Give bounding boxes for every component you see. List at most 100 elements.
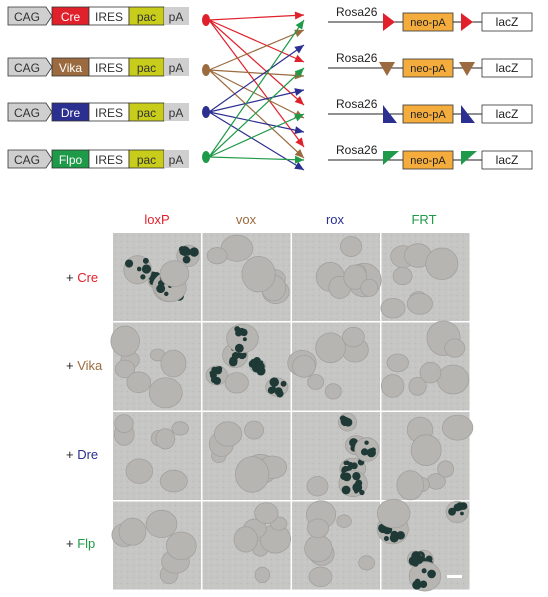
neo-pa-label: neo-pA (410, 109, 446, 121)
lacz-stain (228, 358, 238, 367)
lacz-stain (350, 462, 358, 470)
cross-arrow-line (208, 19, 305, 106)
recombinase-label: Vika (59, 61, 82, 75)
neo-pa-box (402, 12, 454, 32)
micrograph-panel (292, 233, 382, 321)
lacz-stain (182, 255, 191, 264)
colony (110, 325, 140, 357)
micrograph-panel (376, 498, 470, 592)
lacz-stain (142, 257, 149, 264)
cross-arrow-line (208, 69, 305, 119)
reporter-0: Rosa26 neo-pA lacZ (328, 5, 533, 32)
cross-arrow-head (294, 148, 304, 158)
lacz-stain (427, 569, 436, 579)
cross-arrow-line (208, 69, 305, 159)
micrograph-panel (380, 320, 470, 411)
lacz-stain (343, 460, 348, 466)
lacz-label: lacZ (496, 107, 519, 121)
colony (343, 264, 368, 290)
cross-arrow-head (294, 155, 304, 164)
lacz-stain (235, 329, 243, 337)
micrograph-panel (110, 322, 201, 411)
column-label-frt: FRT (411, 212, 436, 227)
pa-box (164, 150, 189, 168)
lacz-stain (460, 511, 464, 516)
colony (213, 421, 243, 447)
pac-label: pac (137, 61, 156, 75)
lacz-stain (211, 366, 218, 373)
reporter-3: Rosa26 neo-pA lacZ (328, 143, 533, 170)
site-triangle-left (383, 105, 397, 123)
colony (126, 371, 152, 394)
construct-2: CAG Dre IRES pac pA (7, 102, 189, 122)
micrograph-panel (202, 501, 292, 590)
lacz-stain (339, 415, 347, 422)
colony (437, 460, 455, 478)
colony (306, 476, 329, 497)
colony (380, 298, 406, 319)
lacz-stain (213, 376, 221, 385)
cross-arrow-line (208, 156, 305, 161)
reporter-2: Rosa26 neo-pA lacZ (328, 97, 533, 124)
cross-arrow-head (294, 96, 304, 105)
recombinase-label: Dre (61, 106, 81, 120)
column-label-rox: rox (326, 212, 345, 227)
column-label-loxp: loxP (144, 212, 169, 227)
cag-label: CAG (14, 153, 40, 167)
colony (235, 456, 270, 493)
site-triangle-left (379, 62, 395, 76)
cross-arrow-line (208, 29, 305, 71)
cross-arrow-head (295, 137, 304, 147)
micrograph-panel (113, 412, 201, 500)
colony (308, 566, 333, 587)
lacz-stain (137, 267, 142, 272)
cross-arrow-head (294, 161, 304, 170)
lacz-stain (164, 291, 169, 297)
colony (125, 458, 154, 484)
micrograph-panel (202, 322, 291, 411)
cag-promoter-arrow (7, 102, 53, 122)
lacz-stain (178, 246, 186, 253)
cag-label: CAG (14, 10, 40, 24)
lacz-stain (248, 360, 257, 368)
cross-arrow-head (294, 88, 304, 96)
colony (358, 555, 375, 571)
pa-box (164, 7, 189, 25)
ires-label: IRES (95, 106, 123, 120)
neo-pa-label: neo-pA (410, 63, 446, 75)
colony (292, 354, 316, 378)
site-triangle-left (383, 13, 395, 31)
lacz-stain (414, 578, 421, 585)
colony (425, 247, 459, 280)
recombinase-node (202, 106, 210, 118)
colony (380, 374, 405, 398)
micrograph-panel (292, 500, 380, 590)
recombinase-label: Flpo (59, 153, 83, 167)
lacz-stain (189, 247, 199, 257)
cross-arrow-line (208, 19, 305, 148)
lacz-stain (276, 390, 284, 398)
construct-3: CAG Flpo IRES pac pA (7, 149, 189, 169)
site-triangle-right (461, 105, 475, 123)
lacz-stain (414, 555, 424, 565)
cross-arrow-line (208, 19, 305, 63)
site-triangle-left (383, 151, 399, 165)
lacz-stain (359, 489, 365, 496)
colony (437, 364, 470, 395)
colony (386, 353, 409, 373)
micrograph-grid (110, 233, 474, 592)
lacz-stain (269, 377, 279, 387)
lacz-stain (231, 352, 240, 360)
colony (165, 531, 197, 561)
site-triangle-right (461, 151, 477, 165)
pa-box (164, 103, 189, 121)
lacz-stain (255, 361, 265, 372)
lacz-stain (183, 248, 192, 256)
recombinase-node (202, 151, 210, 163)
colony (171, 421, 189, 436)
colony (406, 292, 433, 315)
colony (336, 514, 352, 528)
rosa26-label: Rosa26 (336, 51, 378, 65)
site-triangle-right (461, 13, 473, 31)
